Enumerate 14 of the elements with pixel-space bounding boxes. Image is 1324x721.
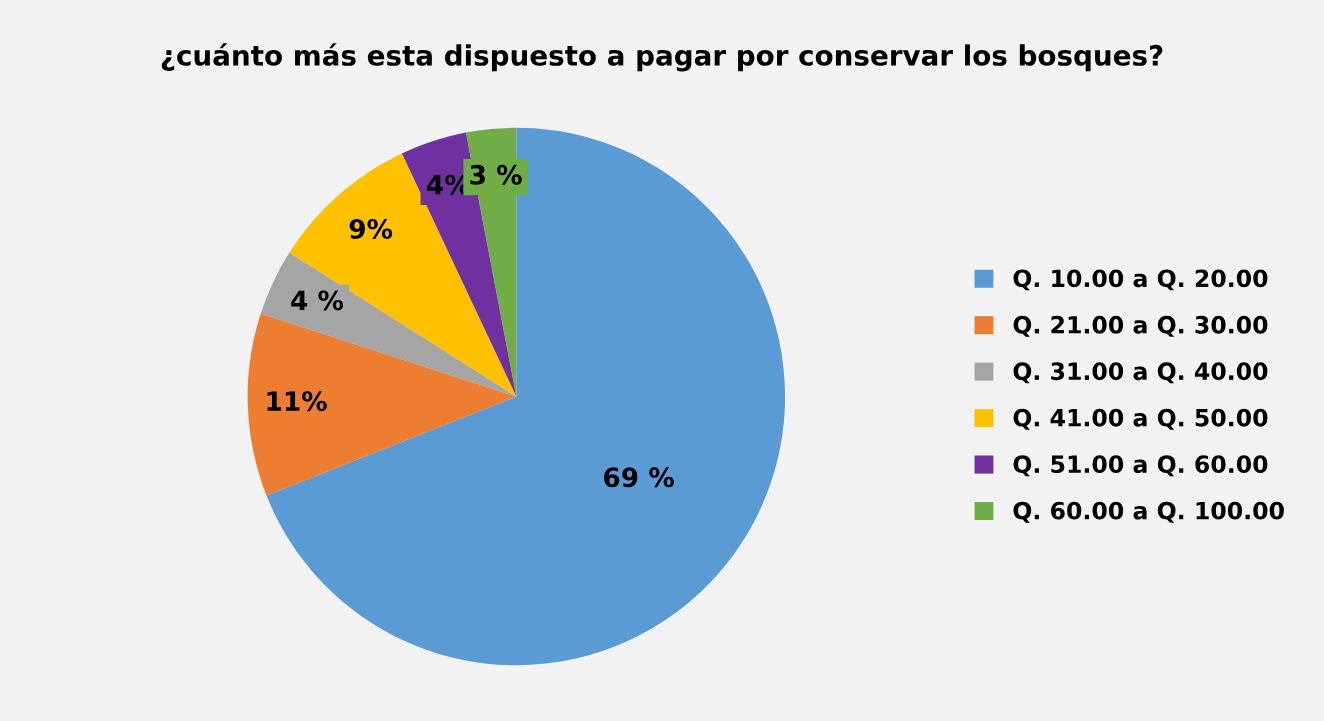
legend-label: Q. 31.00 a Q. 40.00 [1013, 362, 1268, 384]
legend-label: Q. 60.00 a Q. 100.00 [1013, 501, 1284, 523]
data-label: 3 % [470, 164, 522, 185]
chart-title: ¿cuánto más esta dispuesto a pagar por conservar los bosques? [161, 43, 1163, 72]
data-label: 9% [349, 218, 393, 239]
legend-label: Q. 21.00 a Q. 30.00 [1013, 315, 1268, 337]
data-label: 69 % [604, 467, 674, 488]
pie-slice [247, 313, 517, 496]
legend-label: Q. 51.00 a Q. 60.00 [1013, 455, 1268, 477]
data-label: 11% [267, 391, 327, 412]
legend-label: Q. 10.00 a Q. 20.00 [1013, 269, 1268, 291]
pie-slice [266, 127, 786, 666]
legend-label: Q. 41.00 a Q. 50.00 [1013, 408, 1268, 430]
data-label: 4 % [291, 290, 344, 311]
